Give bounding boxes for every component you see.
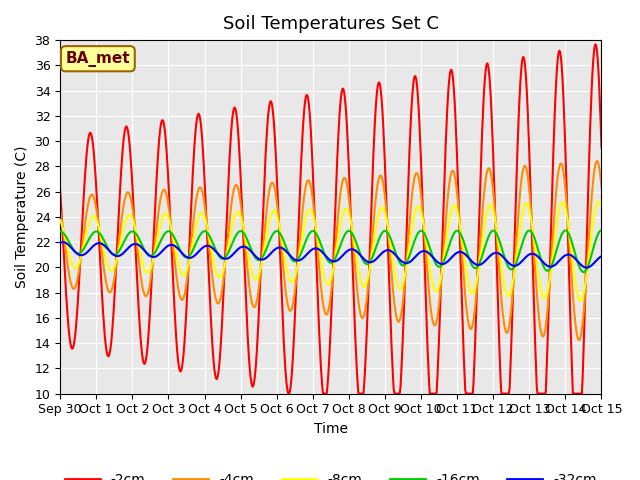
Text: BA_met: BA_met <box>65 51 130 67</box>
Legend: -2cm, -4cm, -8cm, -16cm, -32cm: -2cm, -4cm, -8cm, -16cm, -32cm <box>60 468 602 480</box>
Y-axis label: Soil Temperature (C): Soil Temperature (C) <box>15 145 29 288</box>
X-axis label: Time: Time <box>314 422 348 436</box>
Title: Soil Temperatures Set C: Soil Temperatures Set C <box>223 15 439 33</box>
